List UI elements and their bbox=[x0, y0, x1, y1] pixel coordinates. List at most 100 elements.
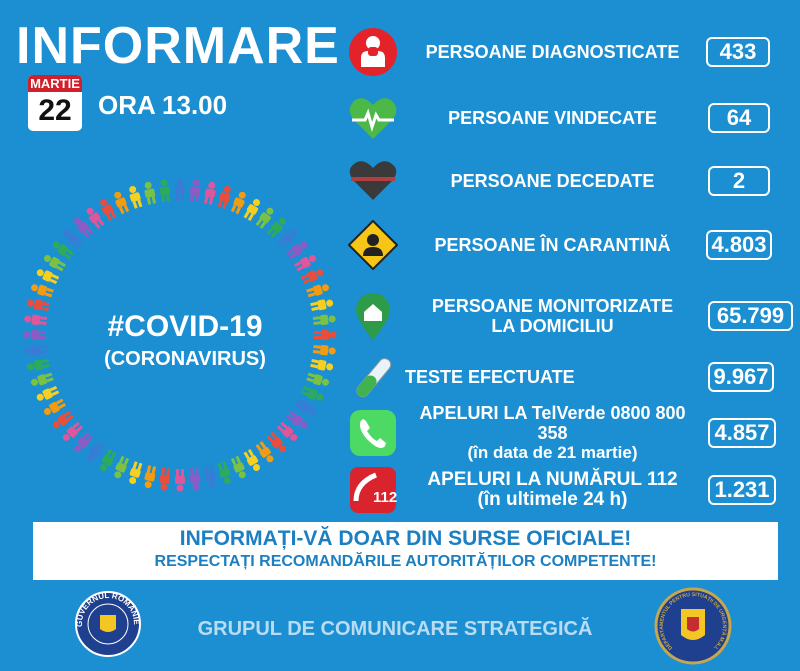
person-figure bbox=[144, 181, 157, 205]
person-figure bbox=[62, 421, 84, 441]
person-figure bbox=[100, 198, 117, 221]
stat-label: PERSOANE ÎN CARANTINĂ bbox=[434, 235, 671, 255]
person-figure bbox=[306, 284, 330, 298]
person-figure bbox=[36, 385, 60, 401]
stat-value: 65.799 bbox=[708, 301, 793, 331]
stat-label: PERSOANE DECEDATE bbox=[450, 171, 655, 191]
stat-label: APELURI LA TelVerde 0800 800 358 bbox=[419, 403, 686, 443]
person-figure bbox=[294, 255, 317, 272]
stat-sublabel: (în data de 21 martie) bbox=[467, 443, 638, 462]
footer-text: GRUPUL DE COMUNICARE STRATEGICĂ bbox=[197, 618, 593, 640]
dsu-logo: DEPARTAMENTUL PENTRU SITUAȚII DE URGENȚĂ… bbox=[654, 587, 732, 665]
person-figure bbox=[276, 421, 298, 441]
person-figure bbox=[159, 467, 171, 491]
stat-row-monitored: PERSOANE MONITORIZATE LA DOMICILIU 65.799 bbox=[340, 288, 800, 344]
person-figure bbox=[189, 467, 201, 491]
person-figure bbox=[255, 441, 274, 463]
stat-value: 4.857 bbox=[708, 418, 776, 448]
stat-label: PERSOANE DIAGNOSTICATE bbox=[425, 42, 680, 62]
stat-row-recovered: PERSOANE VINDECATE 64 bbox=[340, 90, 800, 146]
stat-label: APELURI LA NUMĂRUL 112 bbox=[427, 469, 678, 490]
phone-icon bbox=[350, 410, 396, 456]
person-figure bbox=[24, 314, 48, 326]
person-figure bbox=[74, 431, 94, 453]
stat-row-diagnosed: PERSOANE DIAGNOSTICATE 433 bbox=[340, 24, 800, 80]
person-figure bbox=[217, 461, 231, 485]
person-figure bbox=[312, 344, 336, 356]
person-figure bbox=[30, 372, 54, 386]
phone-112-icon: 112 bbox=[350, 467, 397, 513]
person-figure bbox=[62, 229, 84, 249]
person-figure bbox=[114, 191, 130, 215]
test-tube-icon bbox=[356, 358, 392, 398]
person-figure bbox=[43, 398, 66, 415]
person-figure bbox=[266, 217, 286, 239]
person-figure bbox=[310, 299, 334, 312]
person-figure bbox=[129, 185, 143, 209]
svg-text:112: 112 bbox=[373, 489, 397, 506]
stat-row-112: 112 APELURI LA NUMĂRUL 112 (în ultimele 2… bbox=[340, 462, 800, 518]
person-figure bbox=[286, 241, 308, 260]
person-figure bbox=[26, 358, 50, 371]
black-heart-icon bbox=[349, 161, 397, 200]
stat-row-tests: TESTE EFECTUATE 9.967 bbox=[340, 349, 800, 405]
person-figure bbox=[100, 449, 117, 472]
quarantine-warning-icon bbox=[348, 220, 398, 270]
calendar-day: 22 bbox=[38, 94, 72, 127]
person-figure bbox=[30, 284, 54, 298]
banner-line1: INFORMAȚI-VĂ DOAR DIN SURSE OFICIALE! bbox=[179, 527, 632, 550]
person-figure bbox=[300, 385, 324, 401]
government-logo: GUVERNUL ROMÂNIEI bbox=[70, 588, 141, 657]
stat-row-telverde: APELURI LA TelVerde 0800 800 358 (în data… bbox=[340, 403, 800, 462]
page-title: INFORMARE bbox=[16, 17, 340, 75]
person-figure bbox=[255, 207, 274, 229]
person-figure bbox=[52, 410, 74, 429]
person-figure bbox=[189, 179, 201, 203]
person-figure bbox=[129, 461, 143, 485]
person-figure bbox=[312, 314, 336, 326]
person-figure bbox=[294, 398, 317, 415]
person-figure bbox=[203, 465, 216, 489]
person-figure bbox=[314, 330, 337, 340]
calendar-icon: MARTIE 22 bbox=[28, 75, 82, 131]
home-pin-icon bbox=[356, 293, 390, 340]
stat-value: 9.967 bbox=[708, 362, 774, 392]
stat-label: TESTE EFECTUATE bbox=[405, 367, 575, 387]
person-figure bbox=[175, 469, 185, 492]
heart-pulse-icon bbox=[349, 98, 397, 139]
stat-value: 2 bbox=[708, 166, 770, 196]
stat-value: 433 bbox=[706, 37, 770, 67]
person-figure bbox=[159, 179, 171, 203]
covid-subtitle: (CORONAVIRUS) bbox=[104, 348, 266, 370]
calendar-month: MARTIE bbox=[28, 75, 82, 92]
person-figure bbox=[86, 441, 105, 463]
person-figure bbox=[74, 217, 94, 239]
stat-label: PERSOANE MONITORIZATE bbox=[431, 296, 674, 316]
stat-value: 1.231 bbox=[708, 475, 776, 505]
person-figure bbox=[43, 255, 66, 272]
people-circle-illustration bbox=[23, 178, 337, 492]
person-figure bbox=[52, 241, 74, 260]
time-label: ORA 13.00 bbox=[98, 90, 228, 120]
stat-sublabel: LA DOMICILIU bbox=[491, 316, 614, 336]
banner-line2: RESPECTAȚI RECOMANDĂRILE AUTORITĂȚILOR C… bbox=[154, 553, 657, 570]
person-figure bbox=[24, 344, 48, 356]
person-figure bbox=[114, 455, 130, 479]
person-figure bbox=[144, 465, 157, 489]
stat-label: PERSOANE VINDECATE bbox=[448, 108, 657, 128]
person-figure bbox=[230, 191, 246, 215]
official-sources-banner: INFORMAȚI-VĂ DOAR DIN SURSE OFICIALE! RE… bbox=[33, 522, 778, 580]
stat-value: 64 bbox=[708, 103, 770, 133]
person-figure bbox=[230, 455, 246, 479]
person-coughing-icon bbox=[349, 28, 397, 76]
person-figure bbox=[203, 181, 216, 205]
stat-sublabel: (în ultimele 24 h) bbox=[477, 489, 628, 510]
covid-hashtag: #COVID-19 bbox=[107, 310, 263, 343]
stat-row-quarantine: PERSOANE ÎN CARANTINĂ 4.803 bbox=[340, 217, 800, 273]
person-figure bbox=[266, 431, 286, 453]
person-figure bbox=[23, 330, 46, 340]
person-figure bbox=[243, 198, 260, 221]
person-figure bbox=[276, 229, 298, 249]
person-figure bbox=[306, 372, 330, 386]
person-figure bbox=[36, 269, 60, 285]
